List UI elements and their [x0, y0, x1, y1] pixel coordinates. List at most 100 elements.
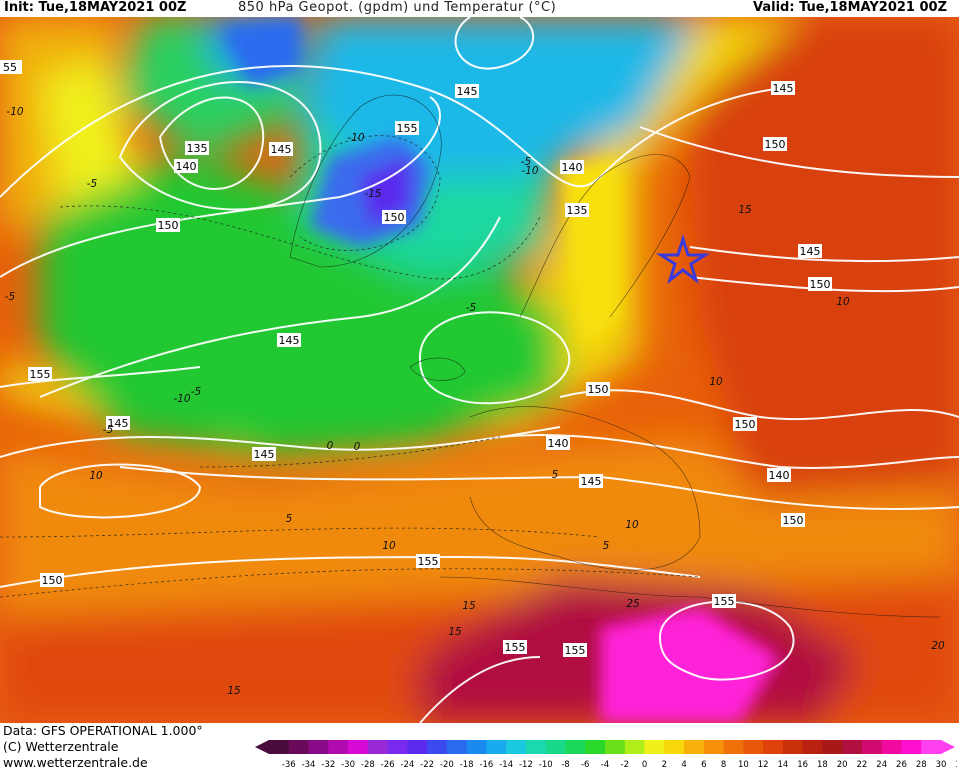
isoline-150-east	[639, 126, 959, 178]
isotherm-label: -5	[103, 424, 114, 436]
geopotential-label: 145	[798, 244, 822, 258]
isoline-150-south	[0, 426, 561, 458]
scale-swatch	[644, 740, 665, 754]
svg-text:55: 55	[3, 61, 17, 74]
scale-swatch	[486, 740, 507, 754]
valid-time-label: Valid: Tue,18MAY2021 00Z	[753, 0, 947, 15]
scale-tick-label: 26	[896, 760, 907, 770]
isotherm-0	[199, 436, 501, 468]
scale-tick-label: -20	[440, 760, 454, 770]
svg-text:155: 155	[505, 641, 526, 654]
scale-tick-label: -26	[381, 760, 395, 770]
coast-mediterranean	[439, 576, 941, 618]
svg-text:140: 140	[548, 437, 569, 450]
bay-yellow	[40, 57, 140, 207]
orange-belt	[0, 437, 959, 617]
scale-swatch	[427, 740, 448, 754]
scale-swatch	[605, 740, 626, 754]
svg-text:150: 150	[765, 138, 786, 151]
isotherm-label: -10	[521, 165, 538, 177]
isoline-155-sahara	[658, 600, 795, 681]
svg-text:150: 150	[42, 574, 63, 587]
isotherm-label: 0	[354, 441, 361, 453]
scale-tick-label: 18	[817, 760, 828, 770]
scale-swatch	[881, 740, 902, 754]
svg-text:135: 135	[187, 142, 208, 155]
isotherm-5	[0, 527, 601, 538]
isoline-140	[118, 81, 322, 211]
isoline-150-russia	[689, 246, 959, 263]
isotherm-label: 5	[552, 469, 559, 481]
scale-swatch	[367, 740, 389, 754]
geopotential-label: 55	[0, 60, 22, 74]
scale-swatch	[545, 740, 566, 754]
scale-swatch	[842, 740, 863, 754]
svg-text:145: 145	[773, 82, 794, 95]
scale-swatch	[782, 740, 804, 754]
geopotential-label: 150	[586, 382, 610, 396]
geopotential-label: 150	[808, 277, 832, 291]
svg-text:150: 150	[158, 219, 179, 232]
scale-tick-label: -8	[561, 760, 569, 770]
geopotential-label: 155	[395, 121, 419, 135]
scale-tick-label: 24	[876, 760, 887, 770]
scale-swatch	[802, 740, 823, 754]
isotherm-minus-10	[289, 135, 441, 251]
geopotential-label: 150	[763, 137, 787, 151]
scale-swatch	[723, 740, 744, 754]
greenland-blue-core	[360, 157, 410, 227]
weather-map: 55 135 140 145 145 150 145 155 150 140 135 145 150 14…	[0, 17, 959, 723]
scale-swatch	[861, 740, 883, 754]
isoline-150-low	[39, 463, 202, 519]
geopotential-label: 150	[382, 210, 406, 224]
isoline-140-low	[418, 311, 570, 405]
geopotential-label: 150	[156, 218, 180, 232]
scale-swatch	[328, 740, 349, 754]
footer: Data: GFS OPERATIONAL 1.000° (C) Wetterz…	[0, 723, 959, 770]
scale-tick-label: -28	[361, 760, 375, 770]
isoline-145-atlantic	[39, 216, 501, 398]
scale-tick-label: -4	[601, 760, 609, 770]
geopotential-label: 155	[503, 640, 527, 654]
svg-text:155: 155	[397, 122, 418, 135]
isotherm-label: 10	[382, 540, 396, 552]
sahara-magenta	[600, 607, 780, 723]
copyright-text: (C) Wetterzentrale	[3, 739, 119, 754]
svg-text:140: 140	[176, 160, 197, 173]
svg-text:140: 140	[769, 469, 790, 482]
scale-swatch	[763, 740, 784, 754]
scale-swatch	[288, 740, 310, 754]
geopotential-label: 145	[277, 333, 301, 347]
temperature-color-scale: -36 -34 -32 -30 -28 -26 -24 -22 -20 -18 -16 -14 -12-…	[255, 740, 957, 770]
scale-tick-label: 16	[797, 760, 808, 770]
scale-tick-label: -30	[341, 760, 355, 770]
isotherm-label: -5	[5, 291, 16, 303]
geopotential-label: 150	[781, 513, 805, 527]
isoline-150-greenland	[0, 96, 441, 278]
scale-swatch	[269, 740, 290, 754]
svg-text:135: 135	[567, 204, 588, 217]
geopotential-label: 155	[28, 367, 52, 381]
scale-tick-label: 0	[642, 760, 647, 770]
scale-tick-label: 6	[701, 760, 706, 770]
geopotential-label: 140	[546, 436, 570, 450]
svg-text:145: 145	[800, 245, 821, 258]
scale-swatch	[446, 740, 468, 754]
svg-text:155: 155	[418, 555, 439, 568]
scale-tick-label: -16	[479, 760, 493, 770]
isotherm-label: 20	[931, 640, 945, 652]
geopotential-label: 145	[579, 474, 603, 488]
scale-swatch	[466, 740, 487, 754]
svg-text:150: 150	[735, 418, 756, 431]
scale-tick-label: 2	[662, 760, 667, 770]
scale-swatch	[585, 740, 606, 754]
geopotential-label: 135	[565, 203, 589, 217]
scale-swatch	[348, 740, 369, 754]
scale-swatch	[664, 740, 685, 754]
scale-swatch	[387, 740, 408, 754]
svg-text:145: 145	[279, 334, 300, 347]
isotherm-label: -15	[364, 188, 381, 200]
isotherm-label: 25	[626, 598, 640, 610]
svg-text:150: 150	[588, 383, 609, 396]
geopotential-label: 145	[252, 447, 276, 461]
